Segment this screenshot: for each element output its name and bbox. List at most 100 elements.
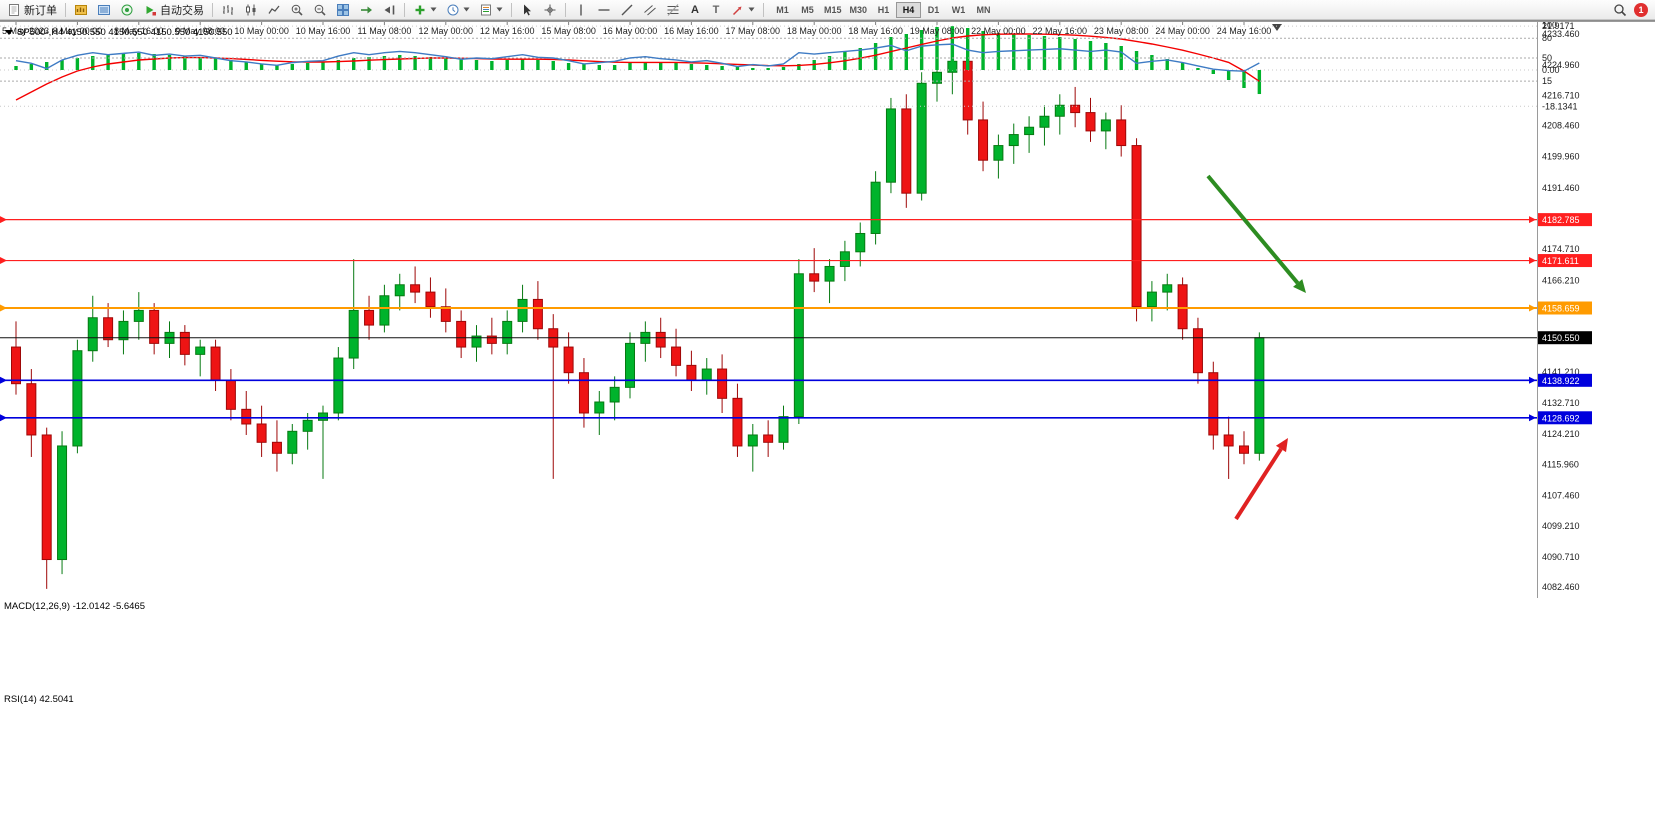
navigator-button[interactable]	[116, 1, 138, 19]
price-badge-label: 4138.922	[1542, 376, 1580, 386]
chart-shift-icon	[384, 5, 395, 14]
candle-body	[57, 445, 68, 561]
text-tool-icon: A	[691, 3, 699, 16]
macd-bar	[797, 64, 801, 70]
auto-trading-button[interactable]: 自动交易	[139, 1, 208, 19]
line-left-cap	[0, 304, 7, 312]
cursor-button[interactable]	[516, 1, 538, 19]
channel-button[interactable]	[639, 1, 661, 19]
timeframe-D1[interactable]: D1	[921, 2, 946, 18]
candle-body	[855, 232, 866, 253]
new-order-button[interactable]: 新订单	[3, 1, 61, 19]
candle-body	[1162, 284, 1173, 293]
timeframe-M5[interactable]: M5	[795, 2, 820, 18]
toolbar-separator	[763, 2, 764, 17]
candle-body	[1177, 284, 1188, 330]
toolbar-separator	[404, 2, 405, 17]
indicators-button[interactable]	[409, 1, 441, 19]
market-watch-button[interactable]	[70, 1, 92, 19]
timeframe-MN[interactable]: MN	[971, 2, 996, 18]
bar-chart-button[interactable]	[217, 1, 239, 19]
search-button[interactable]	[1609, 1, 1631, 19]
up-bounce-arrow[interactable]	[1234, 438, 1288, 521]
time-label: 12 May 16:00	[480, 26, 535, 36]
candle-body	[502, 320, 513, 344]
zoom-out-button[interactable]	[309, 1, 331, 19]
macd-bar	[919, 30, 924, 70]
line-chart-button[interactable]	[263, 1, 285, 19]
candle-body	[901, 108, 912, 194]
vertical-line-button[interactable]	[570, 1, 592, 19]
timeframe-M1[interactable]: M1	[770, 2, 795, 18]
macd-bar	[950, 26, 955, 70]
auto-scroll-button[interactable]	[355, 1, 377, 19]
line-left-cap	[0, 376, 7, 384]
macd-bar	[1058, 37, 1062, 70]
macd-bar	[1196, 68, 1200, 70]
timeframe-M30[interactable]: M30	[846, 2, 872, 18]
text-label-button[interactable]: T	[706, 1, 726, 19]
macd-label: MACD(12,26,9) -12.0142 -5.6465	[4, 601, 145, 612]
candle-body	[839, 251, 850, 267]
price-axis[interactable]: 4233.460 4224.960 4216.710 4208.460 4199.960…	[1542, 29, 1580, 592]
chart-shift-button[interactable]	[378, 1, 400, 19]
zoom-in-button[interactable]	[286, 1, 308, 19]
macd-bar	[336, 60, 341, 70]
candle-body	[471, 335, 482, 348]
price-tick-label: 4199.960	[1542, 152, 1580, 162]
price-tick-label: 4124.210	[1542, 429, 1580, 439]
data-window-button[interactable]	[93, 1, 115, 19]
candle-body	[1116, 119, 1127, 147]
trendline-button[interactable]	[616, 1, 638, 19]
notification-badge[interactable]: 1	[1634, 2, 1648, 17]
symbol-marker-icon[interactable]	[5, 30, 13, 35]
horizontal-line-button[interactable]	[593, 1, 615, 19]
candle-body	[517, 298, 528, 322]
market-watch-icon	[75, 4, 87, 15]
timeframe-M15[interactable]: M15	[820, 2, 846, 18]
candlestick-chart-icon	[246, 4, 256, 15]
macd-bar	[735, 67, 740, 70]
time-label: 12 May 00:00	[419, 26, 474, 36]
text-button[interactable]: A	[685, 1, 705, 19]
candle-body	[870, 181, 881, 234]
candle-body	[379, 295, 390, 326]
fibonacci-button[interactable]	[662, 1, 684, 19]
macd-bar	[1104, 43, 1108, 70]
dropdown-caret-icon	[496, 7, 503, 12]
fibonacci-icon	[667, 3, 679, 16]
macd-bar	[1242, 70, 1246, 88]
candle-body	[809, 273, 820, 282]
candle-body	[1254, 337, 1265, 454]
candle-body	[271, 441, 282, 454]
timeframe-H4[interactable]: H4	[896, 1, 922, 18]
candle-body	[195, 346, 206, 355]
candle-body	[103, 317, 114, 341]
macd-bar	[858, 48, 862, 70]
candle-body	[241, 408, 252, 425]
crosshair-button[interactable]	[539, 1, 561, 19]
time-label: 11 May 08:00	[357, 26, 411, 36]
timeframe-H1[interactable]: H1	[871, 2, 896, 18]
macd-bar	[612, 65, 617, 70]
macd-bar	[1165, 59, 1169, 70]
macd-bar	[582, 64, 586, 70]
macd-bar	[566, 63, 571, 70]
down-trend-arrow[interactable]	[1206, 174, 1306, 293]
price-tick-label: 4216.710	[1542, 90, 1580, 100]
templates-button[interactable]	[475, 1, 507, 19]
candle-body	[778, 416, 789, 443]
candle-body	[26, 383, 37, 436]
candle-body	[916, 82, 927, 194]
periods-button[interactable]	[442, 1, 474, 19]
macd-bar	[14, 66, 18, 70]
timeframe-W1[interactable]: W1	[946, 2, 971, 18]
time-axis[interactable]: 5 May 2023 8 May 00:00 8 May 16:00 9 May 08…	[0, 21, 1655, 41]
macd-bar	[213, 58, 218, 70]
candlestick-chart-button[interactable]	[240, 1, 262, 19]
macd-bar	[1027, 35, 1031, 70]
main-chart-panel[interactable]: 4233.460 4224.960 4216.710 4208.460 4199.960…	[0, 21, 1655, 598]
arrows-button[interactable]	[727, 1, 759, 19]
candle-body	[1223, 434, 1234, 447]
tile-windows-button[interactable]	[332, 1, 354, 19]
